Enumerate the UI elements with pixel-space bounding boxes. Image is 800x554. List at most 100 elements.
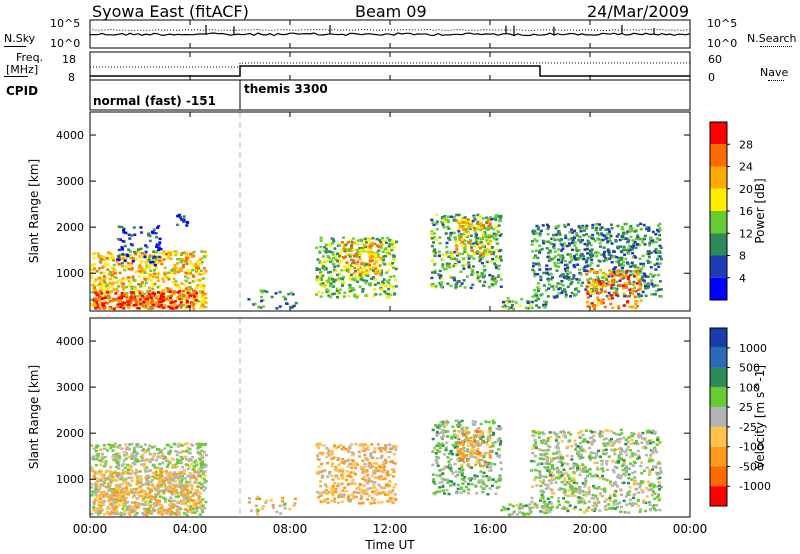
heatmap-cell <box>193 511 197 514</box>
heatmap-cell <box>203 470 207 473</box>
heatmap-cell <box>461 264 465 267</box>
heatmap-cell <box>326 271 330 274</box>
heatmap-cell <box>150 512 154 515</box>
heatmap-cell <box>138 291 142 295</box>
heatmap-cell <box>117 485 121 488</box>
heatmap-cell <box>386 251 390 255</box>
heatmap-cell <box>147 286 151 289</box>
heatmap-cell <box>111 281 115 285</box>
heatmap-cell <box>186 492 190 495</box>
heatmap-cell <box>189 475 193 479</box>
heatmap-cell <box>610 284 614 287</box>
heatmap-cell <box>456 483 460 487</box>
heatmap-cell <box>98 486 102 489</box>
heatmap-cell <box>639 271 643 274</box>
heatmap-cell <box>432 232 436 235</box>
heatmap-cell <box>469 221 473 224</box>
heatmap-cell <box>133 296 137 299</box>
heatmap-cell <box>628 227 632 230</box>
heatmap-cell <box>326 255 330 258</box>
heatmap-cell <box>657 288 661 291</box>
heatmap-cell <box>459 284 462 288</box>
heatmap-cell <box>195 461 199 464</box>
heatmap-cell <box>196 264 200 268</box>
heatmap-cell <box>576 281 580 284</box>
heatmap-cell <box>135 511 139 515</box>
nsearch-legend-line <box>760 46 792 47</box>
heatmap-cell <box>451 256 455 259</box>
heatmap-cell <box>94 507 98 511</box>
heatmap-cell <box>114 512 118 515</box>
heatmap-cell <box>140 503 144 506</box>
heatmap-cell <box>533 289 537 292</box>
heatmap-cell <box>150 510 153 513</box>
heatmap-cell <box>118 487 122 490</box>
heatmap-cell <box>575 249 579 253</box>
heatmap-cell <box>187 501 191 504</box>
heatmap-cell <box>388 238 392 242</box>
heatmap-cell <box>99 289 103 293</box>
heatmap-cell <box>454 491 458 495</box>
heatmap-cell <box>143 493 147 496</box>
heatmap-cell <box>535 262 538 266</box>
heatmap-cell <box>136 480 140 484</box>
heatmap-cell <box>465 426 469 430</box>
heatmap-cell <box>452 429 456 433</box>
heatmap-cell <box>479 254 483 257</box>
heatmap-cell <box>441 483 445 487</box>
heatmap-cell <box>384 247 388 250</box>
heatmap-cell <box>155 250 159 254</box>
heatmap-cell <box>363 243 367 247</box>
heatmap-cell <box>204 269 208 273</box>
heatmap-cell <box>389 491 393 495</box>
heatmap-cell <box>192 295 196 299</box>
heatmap-cell <box>339 492 343 496</box>
heatmap-cell <box>456 228 460 232</box>
heatmap-cell <box>315 246 319 250</box>
heatmap-cell <box>160 513 164 516</box>
heatmap-cell <box>139 247 143 251</box>
heatmap-cell <box>461 459 465 462</box>
heatmap-cell <box>102 481 106 484</box>
heatmap-cell <box>651 239 655 242</box>
heatmap-cell <box>475 460 479 463</box>
y-tick-label: 4000 <box>56 129 84 142</box>
heatmap-cell <box>329 250 333 254</box>
heatmap-cell <box>191 507 195 511</box>
heatmap-cell <box>163 271 167 274</box>
heatmap-cell <box>176 258 180 261</box>
heatmap-cell <box>442 267 446 271</box>
heatmap-cell <box>149 307 153 310</box>
heatmap-cell <box>659 246 663 249</box>
heatmap-cell <box>486 248 490 251</box>
heatmap-cell <box>475 428 479 432</box>
heatmap-cell <box>445 488 449 492</box>
heatmap-cell <box>190 484 194 488</box>
heatmap-cell <box>447 479 451 483</box>
heatmap-cell <box>463 239 467 242</box>
heatmap-cell <box>482 284 486 287</box>
heatmap-cell <box>520 297 524 301</box>
heatmap-cell <box>98 299 102 303</box>
heatmap-cell <box>179 216 182 219</box>
heatmap-cell <box>109 496 113 500</box>
heatmap-cell <box>118 472 122 475</box>
heatmap-cell <box>495 242 499 245</box>
heatmap-cell <box>344 243 348 246</box>
heatmap-cell <box>124 457 128 460</box>
heatmap-cell <box>633 240 637 244</box>
heatmap-cell <box>162 508 166 512</box>
heatmap-cell <box>384 458 387 462</box>
heatmap-cell <box>359 497 363 501</box>
heatmap-cell <box>151 231 155 235</box>
heatmap-cell <box>464 234 468 238</box>
heatmap-cell <box>98 256 102 260</box>
heatmap-cell <box>198 474 202 478</box>
heatmap-cell <box>463 476 467 479</box>
heatmap-cell <box>447 460 451 463</box>
heatmap-cell <box>184 480 188 484</box>
heatmap-cell <box>626 230 630 233</box>
heatmap-cell <box>201 277 205 280</box>
heatmap-cell <box>541 239 545 243</box>
heatmap-cell <box>203 250 207 254</box>
